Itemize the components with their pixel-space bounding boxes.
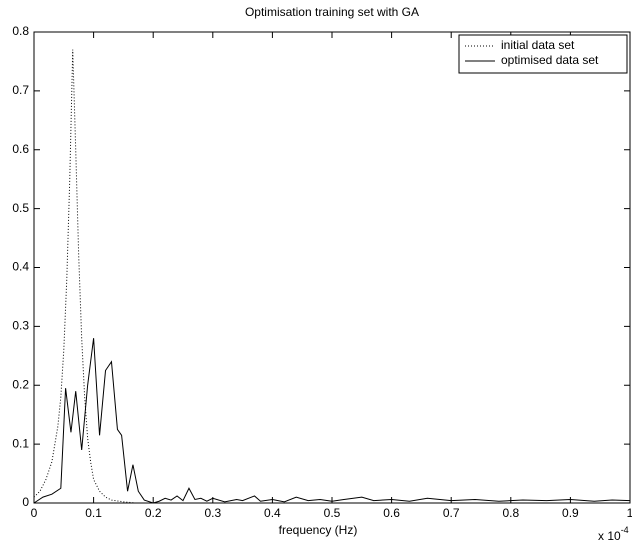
y-tick-label: 0.7	[12, 83, 29, 97]
chart-title: Optimisation training set with GA	[245, 5, 419, 19]
x-multiplier-base: x 10	[598, 529, 621, 543]
x-tick-label: 0.7	[443, 506, 460, 520]
x-tick-label: 0.6	[383, 506, 400, 520]
x-tick-label: 0.5	[324, 506, 341, 520]
y-tick-label: 0.2	[12, 377, 29, 391]
y-tick-label: 0.8	[12, 24, 29, 38]
y-tick-label: 0.6	[12, 142, 29, 156]
y-tick-label: 0.1	[12, 436, 29, 450]
x-tick-label: 0.4	[264, 506, 281, 520]
plot-area	[33, 31, 631, 504]
legend-label: optimised data set	[501, 53, 599, 67]
x-tick-label: 1	[627, 506, 632, 520]
x-axis-label: frequency (Hz)	[279, 523, 358, 537]
x-tick-label: 0	[31, 506, 38, 520]
x-tick-label: 0.9	[562, 506, 579, 520]
y-tick-label: 0.3	[12, 319, 29, 333]
x-tick-label: 0.1	[85, 506, 102, 520]
x-multiplier-exponent: -4	[621, 525, 629, 535]
x-tick-label: 0.2	[145, 506, 162, 520]
x-multiplier: x 10-4	[598, 525, 629, 543]
y-tick-label: 0.5	[12, 201, 29, 215]
x-tick-label: 0.3	[204, 506, 221, 520]
y-tick-label: 0.4	[12, 260, 29, 274]
series-line	[33, 338, 631, 504]
series-line	[33, 49, 630, 504]
y-tick-label: 0	[22, 495, 29, 509]
legend-label: initial data set	[501, 38, 575, 52]
legend-box	[458, 34, 628, 74]
x-tick-label: 0.8	[502, 506, 519, 520]
